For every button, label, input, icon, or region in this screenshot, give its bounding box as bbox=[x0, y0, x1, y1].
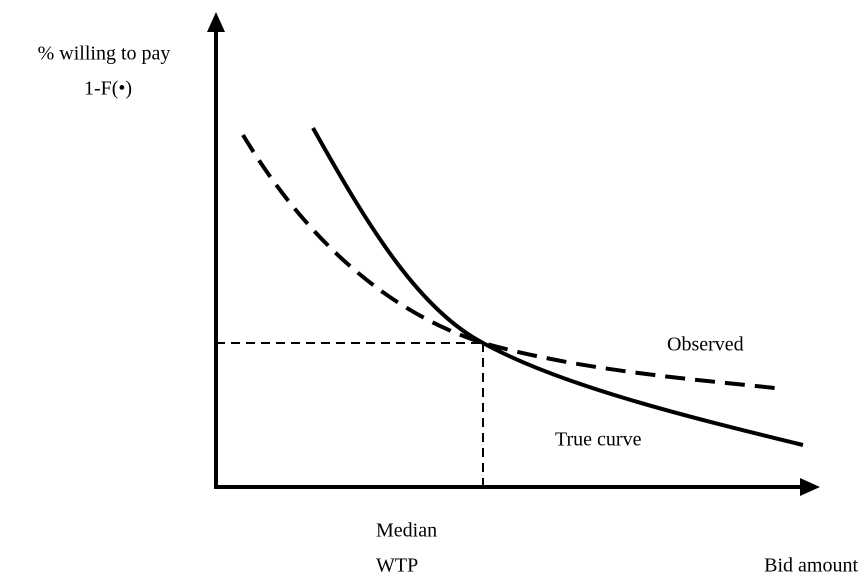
y-axis-label: 1-F(•) bbox=[84, 78, 132, 100]
axes bbox=[207, 12, 820, 496]
curve-label: True curve bbox=[555, 429, 642, 451]
observed-curve bbox=[241, 133, 776, 390]
curve-label: Observed bbox=[667, 334, 744, 356]
median-label: WTP bbox=[376, 555, 418, 577]
x-axis-arrow bbox=[800, 478, 820, 496]
y-axis-label: % willing to pay bbox=[38, 43, 171, 65]
true-curve bbox=[311, 127, 804, 447]
y-axis-arrow bbox=[207, 12, 225, 32]
x-axis-label: Bid amount bbox=[764, 555, 858, 577]
median-label: Median bbox=[376, 520, 437, 542]
